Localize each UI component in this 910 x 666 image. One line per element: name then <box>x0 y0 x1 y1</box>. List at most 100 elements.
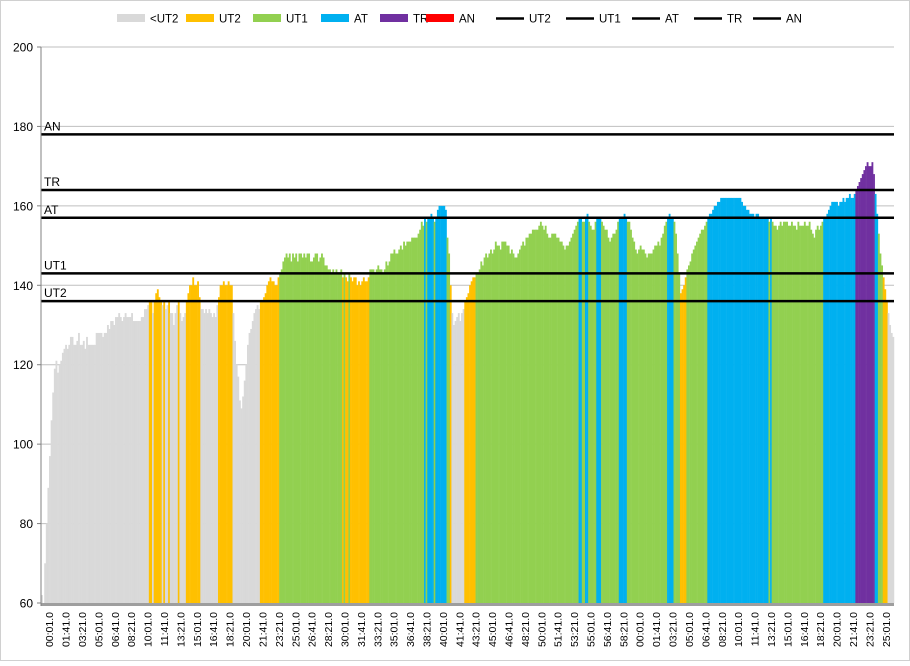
hr-bar <box>393 249 396 604</box>
hr-bar <box>271 281 274 603</box>
hr-bar <box>502 241 505 603</box>
hr-bar <box>610 237 613 603</box>
hr-bar <box>792 225 795 603</box>
hr-bar <box>694 245 697 603</box>
hr-bar <box>209 313 212 603</box>
hr-bar <box>623 213 626 604</box>
hr-bar <box>226 285 228 603</box>
hr-bar <box>522 241 525 603</box>
hr-bar <box>82 340 85 603</box>
hr-bar <box>444 209 447 603</box>
hr-bar <box>795 229 798 603</box>
hr-bar <box>256 305 259 603</box>
hr-bar <box>684 277 687 603</box>
y-tick-label: 180 <box>13 120 33 134</box>
hr-bar <box>132 321 135 603</box>
hr-bar <box>448 253 451 603</box>
hr-bar <box>301 257 304 603</box>
hr-bar <box>124 313 127 603</box>
hr-bar <box>530 233 533 603</box>
hr-bar <box>469 285 471 603</box>
hr-bar <box>665 221 668 604</box>
hr-bar <box>573 229 576 603</box>
hr-bar <box>869 166 872 603</box>
hr-bar <box>687 265 690 603</box>
hr-bar <box>584 217 587 603</box>
hr-bar <box>312 257 315 603</box>
hr-bar <box>390 253 393 603</box>
hr-bar <box>615 229 618 603</box>
hr-bar <box>369 269 372 603</box>
hr-bar <box>696 241 698 603</box>
hr-bar <box>208 309 211 603</box>
hr-bar <box>234 340 236 603</box>
hr-bar <box>568 241 571 603</box>
hr-bar <box>543 229 546 603</box>
hr-bar <box>580 217 583 603</box>
hr-bar <box>715 205 718 604</box>
hr-bar <box>327 269 330 603</box>
x-tick-label: 48:21.0 <box>520 612 532 647</box>
hr-bar <box>425 221 428 604</box>
x-tick-label: 15:01.0 <box>192 612 204 647</box>
hr-bar <box>501 241 504 603</box>
hr-bar <box>790 221 793 604</box>
hr-bar <box>201 309 204 603</box>
hr-bar <box>427 217 430 603</box>
legend-label: <UT2 <box>150 14 178 26</box>
hr-bar <box>599 217 602 603</box>
hr-bar <box>504 241 507 603</box>
x-tick-label: 13:21.0 <box>766 612 778 647</box>
x-tick-label: 28:21.0 <box>323 612 335 647</box>
x-tick-label: 33:21.0 <box>372 612 384 647</box>
hr-bar <box>424 217 426 603</box>
hr-bar <box>116 317 119 603</box>
hr-bar <box>287 257 290 603</box>
hr-bar <box>420 221 423 604</box>
hr-bar <box>842 197 845 603</box>
hr-bar <box>171 313 174 603</box>
hr-bar <box>192 277 195 603</box>
hr-bar <box>638 249 640 604</box>
hr-bar <box>198 297 201 603</box>
hr-bar <box>551 233 554 603</box>
hr-bar <box>668 213 671 604</box>
hr-bar <box>813 237 816 603</box>
legend-label: TR <box>413 14 428 26</box>
hr-bar <box>73 344 76 603</box>
y-tick-label: 60 <box>20 597 34 611</box>
hr-bar <box>493 249 496 604</box>
hr-bar <box>800 225 803 603</box>
hr-bar <box>218 297 220 603</box>
hr-bar <box>380 269 383 603</box>
hr-bar <box>446 237 449 603</box>
hr-bar <box>135 321 138 603</box>
hr-bar <box>240 408 243 603</box>
x-tick-label: 40:01.0 <box>438 612 450 647</box>
hr-bar <box>636 253 639 603</box>
hr-bar <box>567 245 570 603</box>
x-tick-label: 16:41.0 <box>799 612 811 647</box>
hr-bar <box>628 221 631 604</box>
hr-bar <box>721 197 724 603</box>
hr-bar <box>115 317 117 603</box>
hr-bar <box>681 289 684 603</box>
hr-bar <box>134 321 137 603</box>
hr-bar <box>892 336 895 603</box>
hr-bar <box>755 213 758 604</box>
hr-bar <box>786 221 789 604</box>
hr-bar <box>113 325 116 603</box>
hr-bar <box>781 225 784 603</box>
y-tick-label: 140 <box>13 279 33 293</box>
hr-bar <box>216 305 219 603</box>
hr-bar <box>773 225 776 603</box>
hr-bar <box>631 237 634 603</box>
hr-bar <box>581 221 584 604</box>
hr-bar <box>179 313 182 603</box>
hr-bar <box>348 273 351 603</box>
hr-bar <box>539 221 542 604</box>
hr-bar <box>594 221 597 604</box>
hr-bar <box>383 269 386 603</box>
hr-bar <box>404 245 407 603</box>
